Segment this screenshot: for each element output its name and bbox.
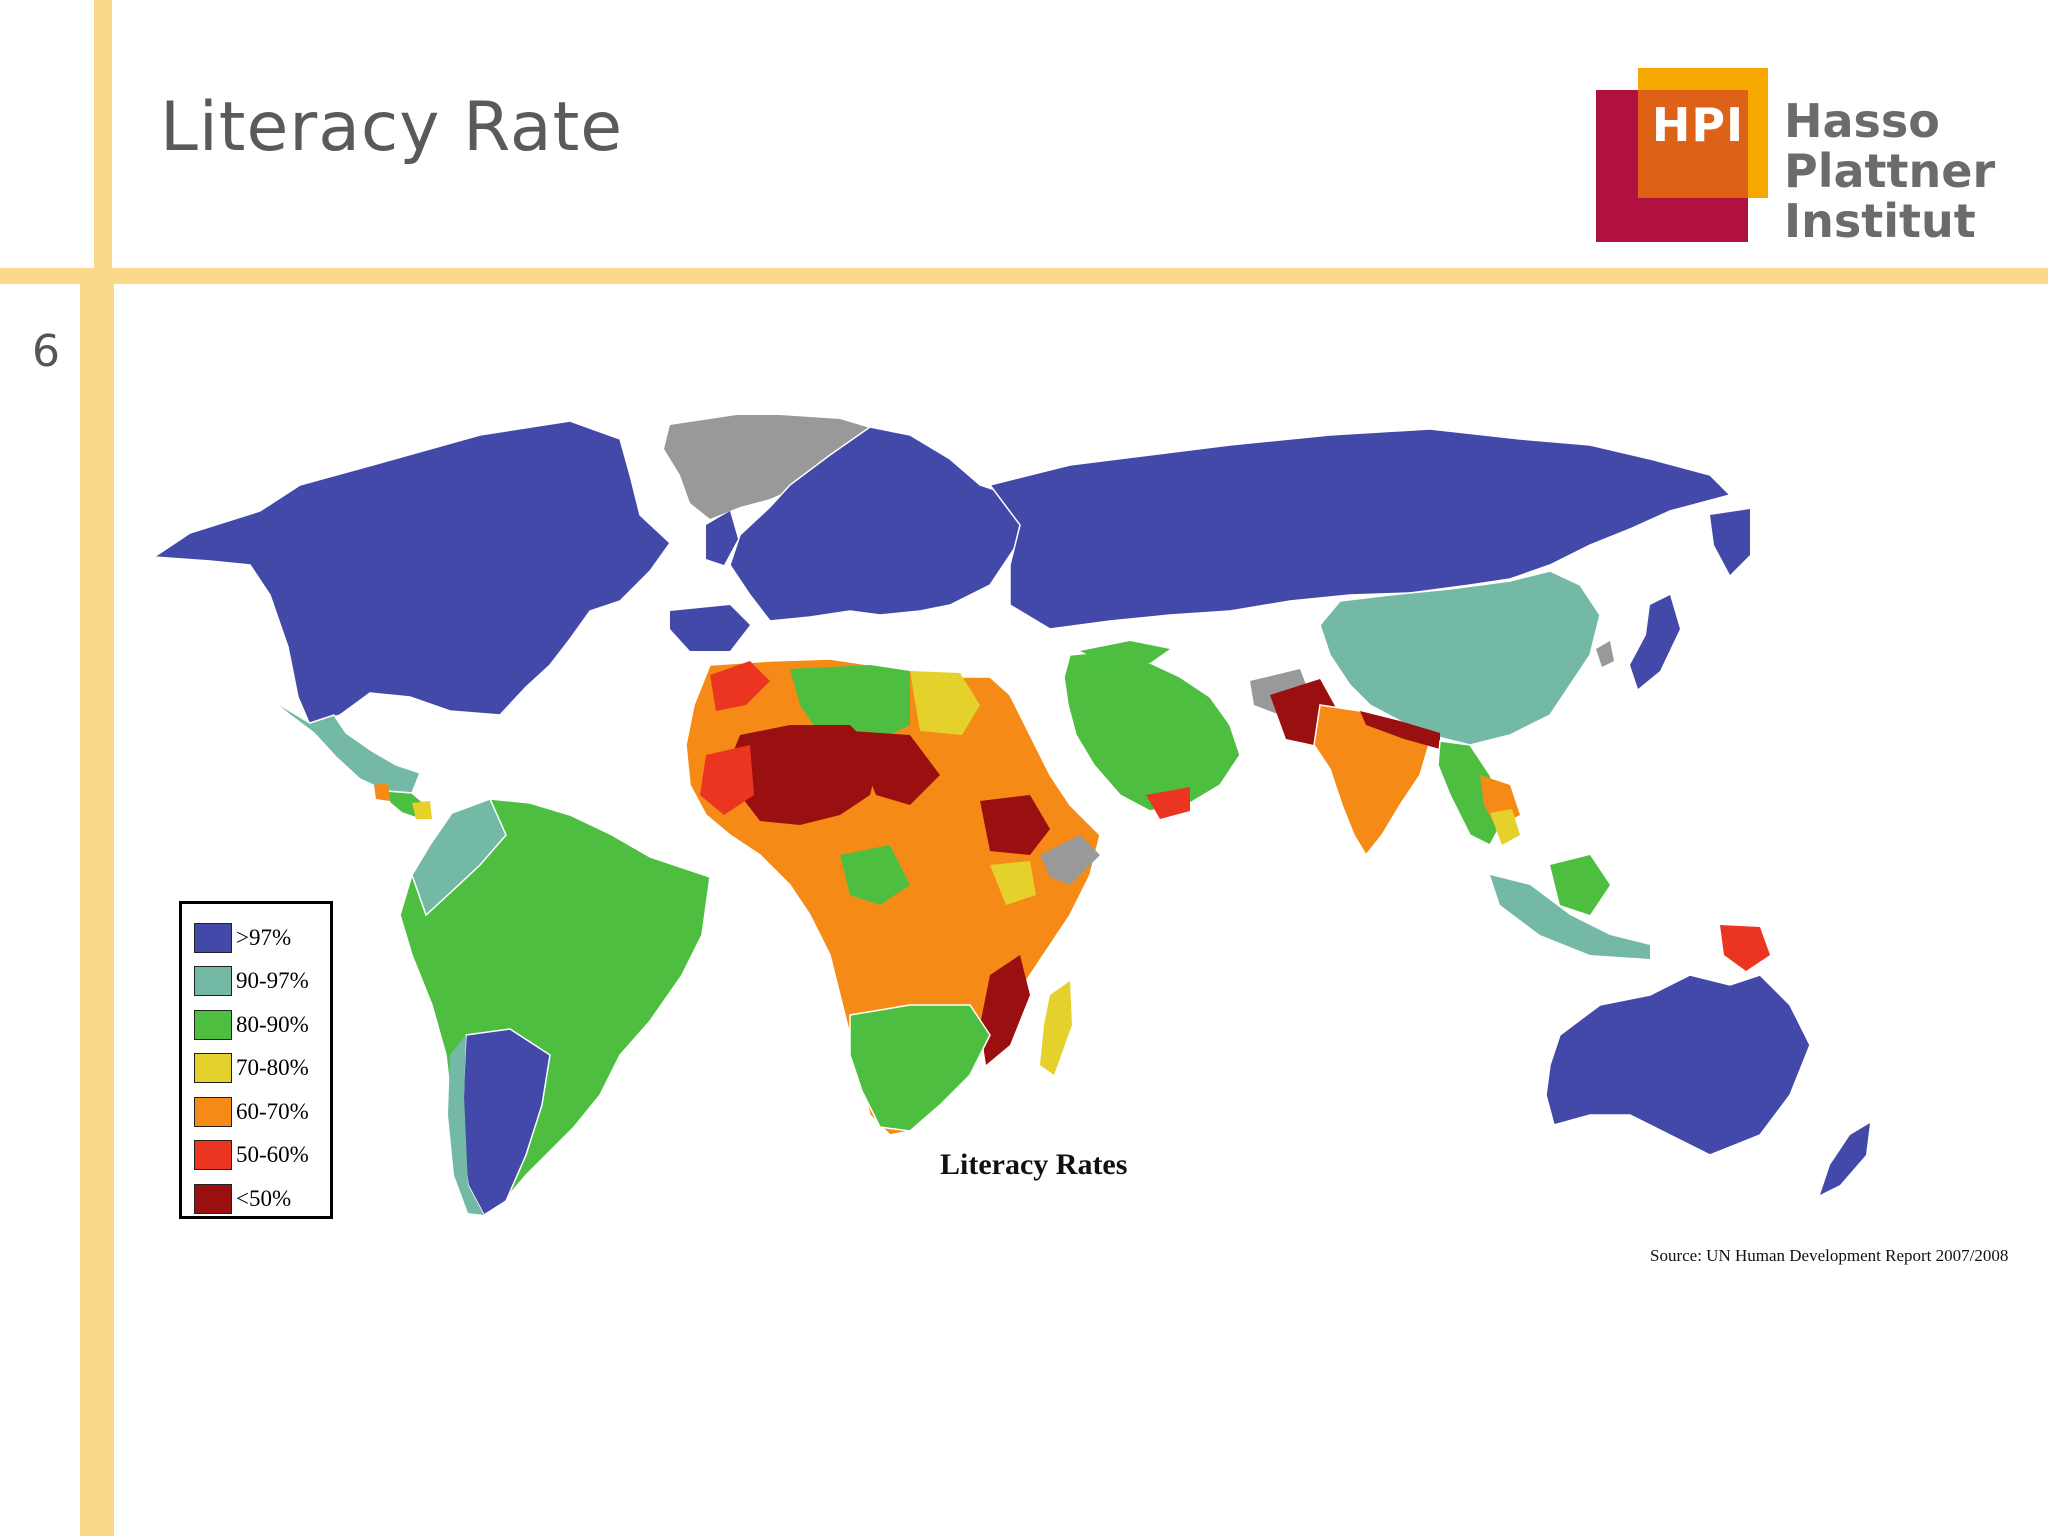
region-middle-east	[1063, 650, 1241, 812]
region-madagascar	[1040, 981, 1072, 1075]
region-southern-africa	[849, 1004, 991, 1132]
legend-swatch	[194, 1053, 232, 1084]
legend-label: 70-80%	[236, 1055, 309, 1081]
region-nepal-bangladesh	[1360, 711, 1440, 749]
world-map: >97% 90-97% 80-90% 70-80% 60-70% 50-60% …	[150, 415, 2010, 1265]
region-mauritania-mali	[700, 745, 754, 815]
region-borneo	[1550, 855, 1610, 915]
legend-label: 50-60%	[236, 1142, 309, 1168]
region-uk	[706, 511, 738, 565]
region-chile	[448, 1035, 484, 1215]
map-title: Literacy Rates	[940, 1148, 1128, 1181]
region-indochina	[1437, 740, 1507, 846]
legend-item: 60-70%	[194, 1090, 330, 1134]
legend-swatch	[194, 966, 232, 997]
legend-label: >97%	[236, 924, 292, 950]
region-new-zealand	[1820, 1123, 1870, 1195]
legend-swatch	[194, 1183, 232, 1214]
legend-item: 90-97%	[194, 960, 330, 1004]
legend-swatch	[194, 1096, 232, 1127]
region-australia	[1545, 974, 1811, 1156]
legend-item: <50%	[194, 1177, 330, 1221]
region-egypt	[910, 671, 980, 735]
map-legend: >97% 90-97% 80-90% 70-80% 60-70% 50-60% …	[179, 901, 333, 1219]
region-andes	[411, 798, 507, 917]
legend-swatch	[194, 1009, 232, 1040]
region-mexico	[269, 698, 421, 794]
region-north-america	[151, 420, 671, 726]
region-central-africa	[840, 845, 910, 905]
region-europe	[729, 426, 1031, 622]
legend-swatch	[194, 922, 232, 953]
region-russia	[988, 428, 1732, 630]
page-number: 6	[32, 326, 60, 377]
map-source: Source: UN Human Development Report 2007…	[1650, 1246, 2009, 1265]
region-iberia	[670, 605, 750, 651]
hpi-logo: HPI Hasso Plattner Institut	[1596, 68, 1995, 246]
region-indonesia	[1490, 875, 1650, 959]
legend-label: 60-70%	[236, 1098, 309, 1124]
logo-line-1: Hasso	[1784, 94, 1940, 148]
region-greenland	[664, 415, 880, 519]
region-korea	[1596, 641, 1614, 667]
region-morocco	[710, 661, 770, 711]
legend-item: 50-60%	[194, 1134, 330, 1178]
region-china	[1319, 570, 1601, 746]
legend-label: 90-97%	[236, 968, 309, 994]
legend-label: <50%	[236, 1185, 292, 1211]
accent-bar-vertical-top	[94, 0, 112, 282]
region-ethiopia	[980, 795, 1050, 855]
region-papua	[1720, 925, 1770, 971]
logo-mark-text: HPI	[1651, 98, 1745, 152]
accent-bar-horizontal	[0, 268, 2048, 284]
region-kenya	[990, 861, 1036, 905]
region-yemen	[1146, 787, 1190, 819]
logo-line-2: Plattner	[1784, 144, 1996, 198]
slide-title: Literacy Rate	[160, 88, 624, 167]
region-mozambique	[980, 955, 1030, 1065]
region-west-africa-low	[728, 725, 880, 825]
region-sahel-east	[850, 731, 940, 805]
region-guatemala	[374, 783, 390, 801]
region-argentina	[461, 1028, 551, 1217]
legend-item: 70-80%	[194, 1047, 330, 1091]
region-japan	[1630, 595, 1680, 689]
legend-label: 80-90%	[236, 1011, 309, 1037]
region-kamchatka	[1710, 509, 1750, 575]
legend-item: 80-90%	[194, 1003, 330, 1047]
logo-wordmark: Hasso Plattner Institut	[1784, 96, 1995, 246]
legend-swatch	[194, 1140, 232, 1171]
region-horn	[1040, 835, 1100, 885]
legend-item: >97%	[194, 916, 330, 960]
region-thailand	[1490, 809, 1520, 845]
accent-bar-vertical	[80, 282, 114, 1536]
logo-square-orange	[1638, 90, 1748, 198]
region-nicaragua	[412, 801, 432, 819]
region-turkey	[1080, 641, 1170, 665]
logo-line-3: Institut	[1784, 194, 1976, 248]
world-map-svg	[151, 415, 1870, 1217]
